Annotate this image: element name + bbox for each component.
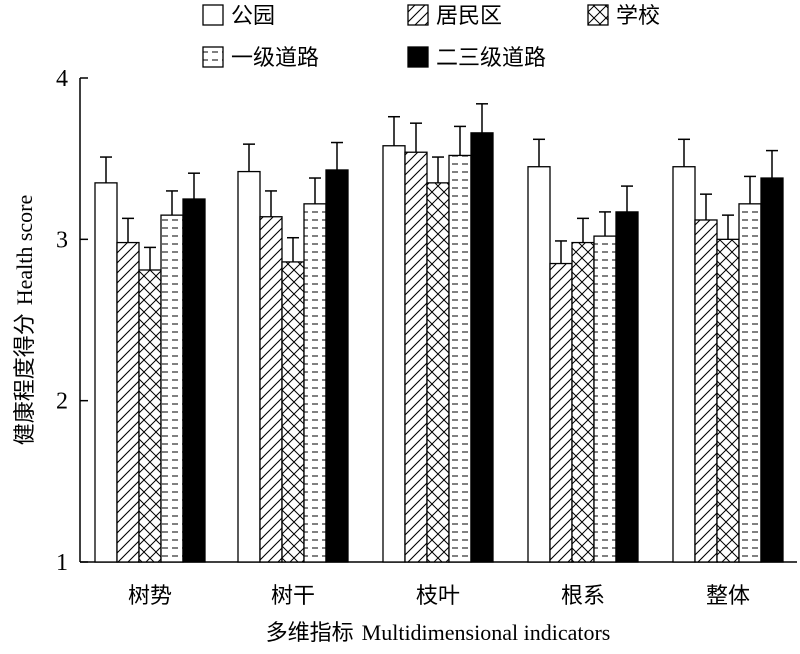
y-tick-label: 4	[56, 66, 68, 92]
error-bars	[100, 103, 778, 270]
category-label: 树势	[128, 584, 172, 609]
y-axis-ticks: 1 2 3 4	[56, 66, 88, 576]
legend-label: 二三级道路	[436, 46, 546, 71]
bar-二三级道路-枝叶	[470, 132, 494, 563]
bar-居民区-整体	[694, 219, 718, 563]
bar-一级道路-树势	[160, 214, 184, 563]
bar-二三级道路-树干	[325, 169, 349, 563]
bar-公园-树干	[237, 170, 261, 563]
bar-居民区-根系	[549, 262, 573, 563]
legend-swatch	[202, 46, 224, 68]
bar-二三级道路-树势	[182, 198, 206, 563]
bar-一级道路-整体	[738, 203, 762, 563]
bar-居民区-树势	[116, 241, 140, 563]
legend-label: 居民区	[436, 4, 502, 29]
y-tick-label: 3	[56, 227, 68, 253]
bar-学校-根系	[571, 241, 595, 563]
category-label: 枝叶	[416, 584, 460, 609]
bar-居民区-枝叶	[404, 151, 428, 563]
bar-公园-整体	[672, 166, 696, 563]
legend-swatch	[202, 4, 224, 26]
category-label: 根系	[561, 584, 605, 609]
bar-学校-树势	[138, 269, 162, 563]
legend-label: 公园	[231, 4, 275, 29]
bar-公园-枝叶	[382, 145, 406, 563]
legend-swatch	[407, 4, 429, 26]
legend-label: 一级道路	[231, 46, 319, 71]
y-tick-label: 1	[56, 550, 68, 576]
category-label: 树干	[271, 584, 315, 609]
bar-学校-整体	[716, 238, 740, 563]
bar-居民区-树干	[259, 216, 283, 563]
legend-swatch	[587, 4, 609, 26]
category-labels: 树势 树干 枝叶 根系 整体	[128, 584, 750, 609]
bar-公园-根系	[527, 166, 551, 563]
category-label: 整体	[706, 584, 750, 609]
legend-swatch	[407, 46, 429, 68]
bar-学校-树干	[281, 261, 305, 563]
bar-groups	[94, 132, 784, 563]
bar-二三级道路-整体	[760, 177, 784, 563]
legend-label: 学校	[616, 4, 660, 29]
x-axis-title: 多维指标 Multidimensional indicators	[266, 620, 611, 646]
bar-一级道路-枝叶	[448, 154, 472, 563]
bar-一级道路-树干	[303, 203, 327, 563]
y-tick-label: 2	[56, 389, 68, 415]
bar-一级道路-根系	[593, 235, 617, 563]
bar-公园-树势	[94, 182, 118, 563]
bar-学校-枝叶	[426, 182, 450, 563]
y-axis-title: 健康程度得分Health score	[12, 195, 38, 446]
bar-二三级道路-根系	[615, 211, 639, 563]
